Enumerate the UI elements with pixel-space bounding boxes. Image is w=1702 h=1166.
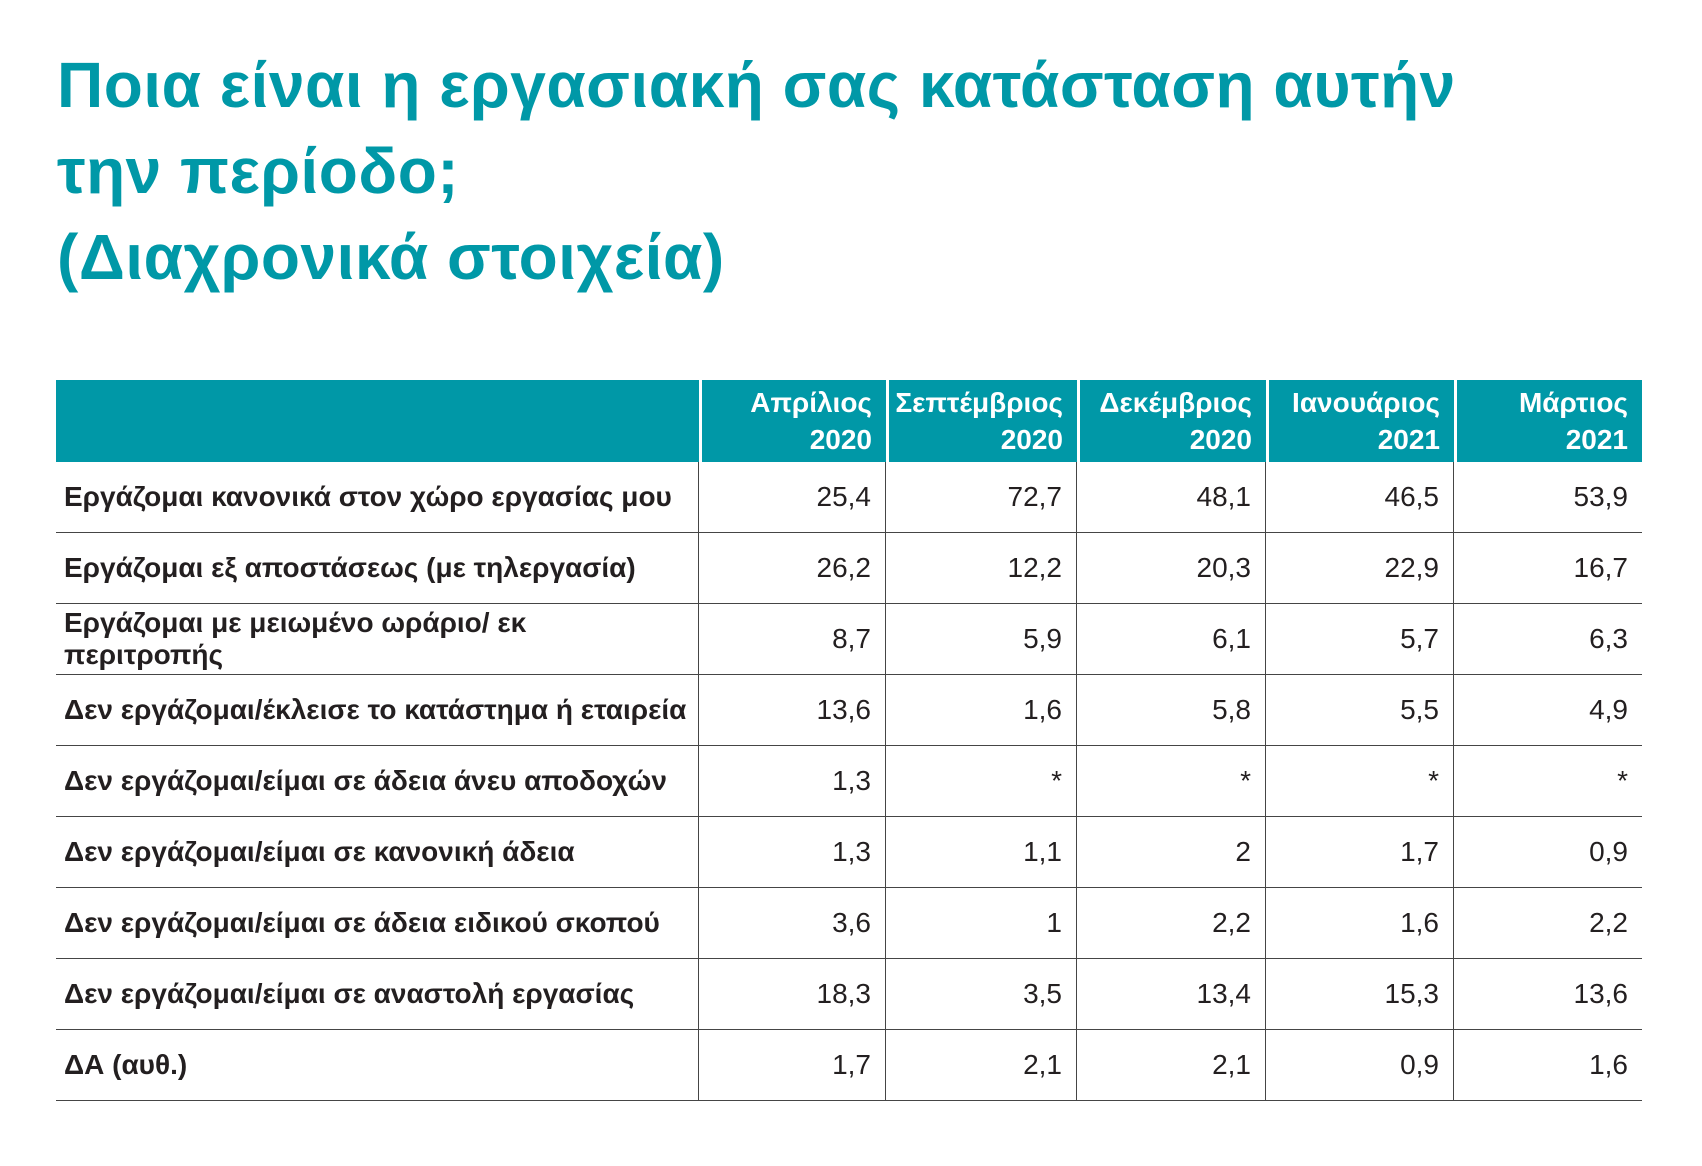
row-label: ΔΑ (αυθ.): [56, 1030, 699, 1101]
cell-value: *: [1077, 746, 1266, 817]
cell-value: 6,1: [1077, 604, 1266, 675]
table-header: Απρίλιος 2020 Σεπτέμβριος 2020 Δεκέμβριο…: [56, 380, 1642, 462]
row-label: Δεν εργάζομαι/έκλεισε το κατάστημα ή ετα…: [56, 675, 699, 746]
cell-value: 12,2: [886, 533, 1077, 604]
cell-value: 0,9: [1266, 1030, 1454, 1101]
cell-value: 0,9: [1454, 817, 1642, 888]
column-header-december-2020: Δεκέμβριος 2020: [1077, 380, 1266, 462]
cell-value: 72,7: [886, 462, 1077, 533]
cell-value: 48,1: [1077, 462, 1266, 533]
cell-value: 1: [886, 888, 1077, 959]
cell-value: 5,7: [1266, 604, 1454, 675]
cell-value: 1,3: [699, 817, 886, 888]
row-label: Δεν εργάζομαι/είμαι σε αναστολή εργασίας: [56, 959, 699, 1030]
table-row: Δεν εργάζομαι/είμαι σε αναστολή εργασίας…: [56, 959, 1642, 1030]
table-row: Δεν εργάζομαι/έκλεισε το κατάστημα ή ετα…: [56, 675, 1642, 746]
cell-value: 16,7: [1454, 533, 1642, 604]
cell-value: 22,9: [1266, 533, 1454, 604]
cell-value: 1,6: [1454, 1030, 1642, 1101]
table-row: Δεν εργάζομαι/είμαι σε άδεια άνευ αποδοχ…: [56, 746, 1642, 817]
cell-value: 26,2: [699, 533, 886, 604]
cell-value: 15,3: [1266, 959, 1454, 1030]
cell-value: 18,3: [699, 959, 886, 1030]
table-row: Εργάζομαι κανονικά στον χώρο εργασίας μο…: [56, 462, 1642, 533]
cell-value: 8,7: [699, 604, 886, 675]
cell-value: 46,5: [1266, 462, 1454, 533]
cell-value: 13,4: [1077, 959, 1266, 1030]
row-label: Εργάζομαι με μειωμένο ωράριο/ εκ περιτρο…: [56, 604, 699, 675]
cell-value: 2,1: [1077, 1030, 1266, 1101]
cell-value: 1,3: [699, 746, 886, 817]
column-header-january-2021: Ιανουάριος 2021: [1266, 380, 1454, 462]
cell-value: 1,7: [699, 1030, 886, 1101]
cell-value: 3,5: [886, 959, 1077, 1030]
row-label: Εργάζομαι κανονικά στον χώρο εργασίας μο…: [56, 462, 699, 533]
survey-results-table: Απρίλιος 2020 Σεπτέμβριος 2020 Δεκέμβριο…: [56, 380, 1642, 1101]
column-header-september-2020: Σεπτέμβριος 2020: [886, 380, 1077, 462]
cell-value: 1,6: [1266, 888, 1454, 959]
table-row: Δεν εργάζομαι/είμαι σε κανονική άδεια 1,3…: [56, 817, 1642, 888]
cell-value: *: [1266, 746, 1454, 817]
cell-value: 2: [1077, 817, 1266, 888]
cell-value: 5,5: [1266, 675, 1454, 746]
cell-value: *: [1454, 746, 1642, 817]
cell-value: *: [886, 746, 1077, 817]
column-header-blank: [56, 380, 699, 462]
cell-value: 4,9: [1454, 675, 1642, 746]
table-row: Εργάζομαι με μειωμένο ωράριο/ εκ περιτρο…: [56, 604, 1642, 675]
table-body: Εργάζομαι κανονικά στον χώρο εργασίας μο…: [56, 462, 1642, 1101]
row-label: Εργάζομαι εξ αποστάσεως (με τηλεργασία): [56, 533, 699, 604]
row-label: Δεν εργάζομαι/είμαι σε άδεια άνευ αποδοχ…: [56, 746, 699, 817]
cell-value: 13,6: [699, 675, 886, 746]
table-row: Εργάζομαι εξ αποστάσεως (με τηλεργασία) 2…: [56, 533, 1642, 604]
column-header-march-2021: Μάρτιος 2021: [1454, 380, 1642, 462]
cell-value: 1,1: [886, 817, 1077, 888]
cell-value: 3,6: [699, 888, 886, 959]
cell-value: 6,3: [1454, 604, 1642, 675]
cell-value: 1,6: [886, 675, 1077, 746]
cell-value: 5,9: [886, 604, 1077, 675]
table-row: Δεν εργάζομαι/είμαι σε άδεια ειδικού σκο…: [56, 888, 1642, 959]
cell-value: 2,2: [1077, 888, 1266, 959]
page-title: Ποια είναι η εργασιακή σας κατάσταση αυτ…: [57, 42, 1702, 300]
cell-value: 5,8: [1077, 675, 1266, 746]
cell-value: 1,7: [1266, 817, 1454, 888]
table-row: ΔΑ (αυθ.) 1,7 2,1 2,1 0,9 1,6: [56, 1030, 1642, 1101]
cell-value: 53,9: [1454, 462, 1642, 533]
page-title-line-3: (Διαχρονικά στοιχεία): [57, 221, 725, 293]
row-label: Δεν εργάζομαι/είμαι σε άδεια ειδικού σκο…: [56, 888, 699, 959]
cell-value: 2,2: [1454, 888, 1642, 959]
cell-value: 2,1: [886, 1030, 1077, 1101]
row-label: Δεν εργάζομαι/είμαι σε κανονική άδεια: [56, 817, 699, 888]
cell-value: 20,3: [1077, 533, 1266, 604]
column-header-april-2020: Απρίλιος 2020: [699, 380, 886, 462]
table-header-row: Απρίλιος 2020 Σεπτέμβριος 2020 Δεκέμβριο…: [56, 380, 1642, 462]
cell-value: 13,6: [1454, 959, 1642, 1030]
cell-value: 25,4: [699, 462, 886, 533]
page-title-line-2: την περίοδο;: [57, 135, 460, 207]
page-title-line-1: Ποια είναι η εργασιακή σας κατάσταση αυτ…: [57, 49, 1456, 121]
